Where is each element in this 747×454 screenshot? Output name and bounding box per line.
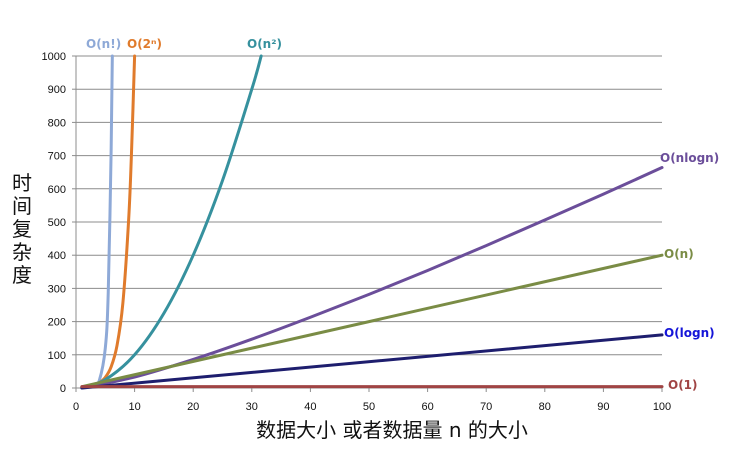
x-tick-label: 20 <box>187 401 199 413</box>
y-axis-title-char: 时 <box>12 171 32 195</box>
y-tick-label: 1000 <box>42 51 66 63</box>
x-tick-label: 50 <box>363 401 375 413</box>
series-label-0: O(n!) <box>86 37 121 51</box>
x-tick-label: 10 <box>128 401 140 413</box>
x-tick-label: 90 <box>597 401 609 413</box>
y-tick-label: 400 <box>48 250 66 262</box>
x-tick-label: 40 <box>304 401 316 413</box>
series-label-2: O(n²) <box>247 37 282 51</box>
series-layer <box>80 54 664 390</box>
series-label-5: O(logn) <box>664 326 715 340</box>
y-axis-title-char: 复 <box>12 217 32 241</box>
x-tick-label: 70 <box>480 401 492 413</box>
label-layer: O(n!) O(2ⁿ) O(n²) O(nlogn) O(n) O(logn) O(1) <box>86 37 719 392</box>
axis-layer <box>72 55 663 392</box>
y-tick-labels: 0 100 200 300 400 500 600 700 800 900 1000 <box>42 51 66 395</box>
x-tick-label: 0 <box>73 401 79 413</box>
series-label-6: O(1) <box>668 378 698 392</box>
y-axis-title: 时间复杂度 <box>12 171 32 287</box>
x-tick-label: 100 <box>653 401 671 413</box>
y-tick-label: 700 <box>48 151 66 163</box>
x-tick-labels: 0 10 20 30 40 50 60 70 80 90 100 <box>73 401 671 413</box>
y-tick-label: 900 <box>48 84 66 96</box>
x-tick-label: 30 <box>246 401 258 413</box>
series-line-5 <box>80 333 664 390</box>
y-axis-title-char: 度 <box>12 263 32 287</box>
series-line-4 <box>80 253 664 389</box>
series-line-2 <box>80 54 263 390</box>
y-tick-label: 500 <box>48 217 66 229</box>
series-label-3: O(nlogn) <box>660 151 719 165</box>
y-tick-label: 800 <box>48 117 66 129</box>
series-label-4: O(n) <box>664 247 694 261</box>
y-axis-title-char: 杂 <box>12 240 32 264</box>
series-label-1: O(2ⁿ) <box>127 37 162 51</box>
y-tick-label: 100 <box>48 350 66 362</box>
x-tick-label: 60 <box>421 401 433 413</box>
grid-layer <box>76 55 662 389</box>
x-tick-label: 80 <box>539 401 551 413</box>
x-axis-title: 数据大小 或者数据量 n 的大小 <box>256 418 528 442</box>
y-tick-label: 300 <box>48 283 66 295</box>
y-axis-title-char: 间 <box>12 194 32 218</box>
y-tick-label: 0 <box>60 383 66 395</box>
y-tick-label: 600 <box>48 184 66 196</box>
y-tick-label: 200 <box>48 317 66 329</box>
